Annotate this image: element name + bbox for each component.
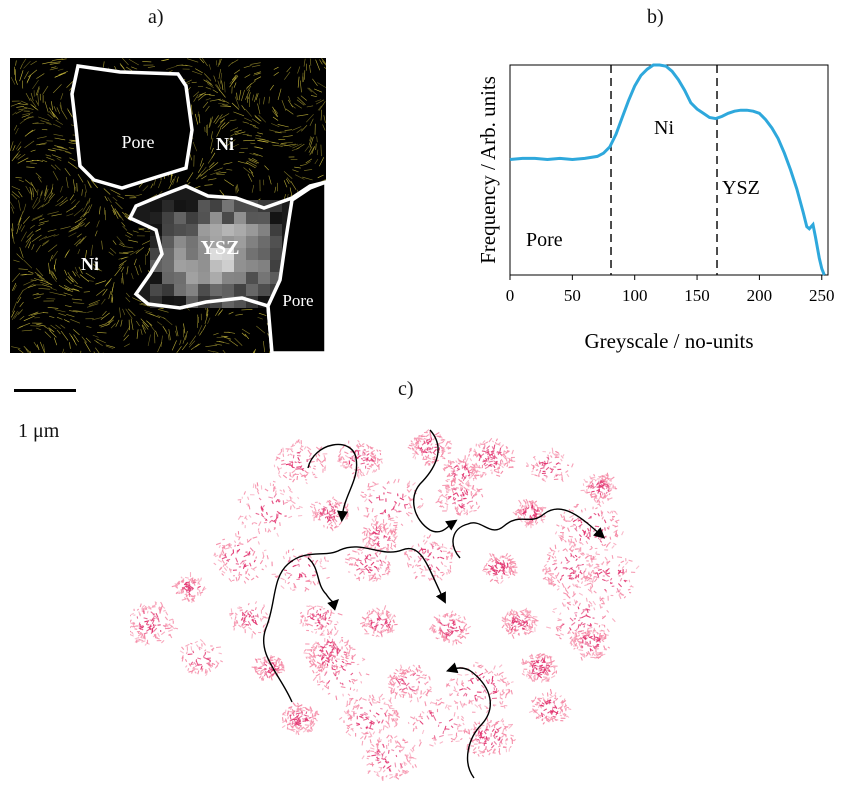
x-axis-label: Greyscale / no-units [584, 329, 753, 353]
label-pore-right: Pore [282, 291, 313, 310]
micrograph-panel: Pore Ni YSZ Ni Pore [10, 58, 326, 353]
x-tick-label: 200 [747, 286, 773, 305]
flux-path-arrow [412, 429, 458, 533]
pore-region-right [266, 180, 326, 353]
label-ysz: YSZ [201, 237, 240, 259]
flux-path-arrow [452, 508, 606, 559]
x-tick-label: 100 [622, 286, 648, 305]
region-label-ysz: YSZ [722, 177, 760, 199]
panel-label-c: c) [398, 378, 414, 400]
x-axis-ticks: 0 50 100 150 200 250 [506, 275, 835, 305]
panel-label-b: b) [647, 6, 664, 28]
frequency-series-line [509, 63, 826, 276]
ysz-grain [130, 186, 292, 308]
histogram-chart: 0 50 100 150 200 250 Pore Ni YSZ Greyscale / … [476, 63, 835, 353]
x-tick-label: 150 [684, 286, 710, 305]
flux-vectors-cloud [130, 429, 640, 781]
plot-frame [509, 64, 829, 276]
flux-pointcloud-panel [130, 429, 640, 781]
region-label-ni: Ni [654, 117, 674, 139]
flux-path-arrow [446, 662, 491, 779]
x-tick-label: 0 [506, 286, 515, 305]
y-axis-label: Frequency / Arb. units [476, 76, 500, 264]
region-label-pore: Pore [526, 229, 563, 251]
label-pore-top: Pore [122, 132, 155, 152]
scale-bar [14, 389, 76, 392]
x-tick-label: 50 [564, 286, 581, 305]
panel-label-a: a) [148, 6, 164, 28]
label-ni-right: Ni [216, 134, 234, 154]
threshold-lines [610, 65, 718, 275]
pore-region-top [70, 64, 194, 190]
label-ni-left: Ni [81, 254, 99, 274]
flux-path-arrow [263, 546, 446, 703]
flux-path-arrows [263, 429, 606, 779]
flux-path-arrow [307, 557, 339, 611]
scale-bar-label: 1 μm [18, 420, 60, 442]
x-tick-label: 250 [809, 286, 835, 305]
flux-path-arrow [307, 443, 358, 523]
